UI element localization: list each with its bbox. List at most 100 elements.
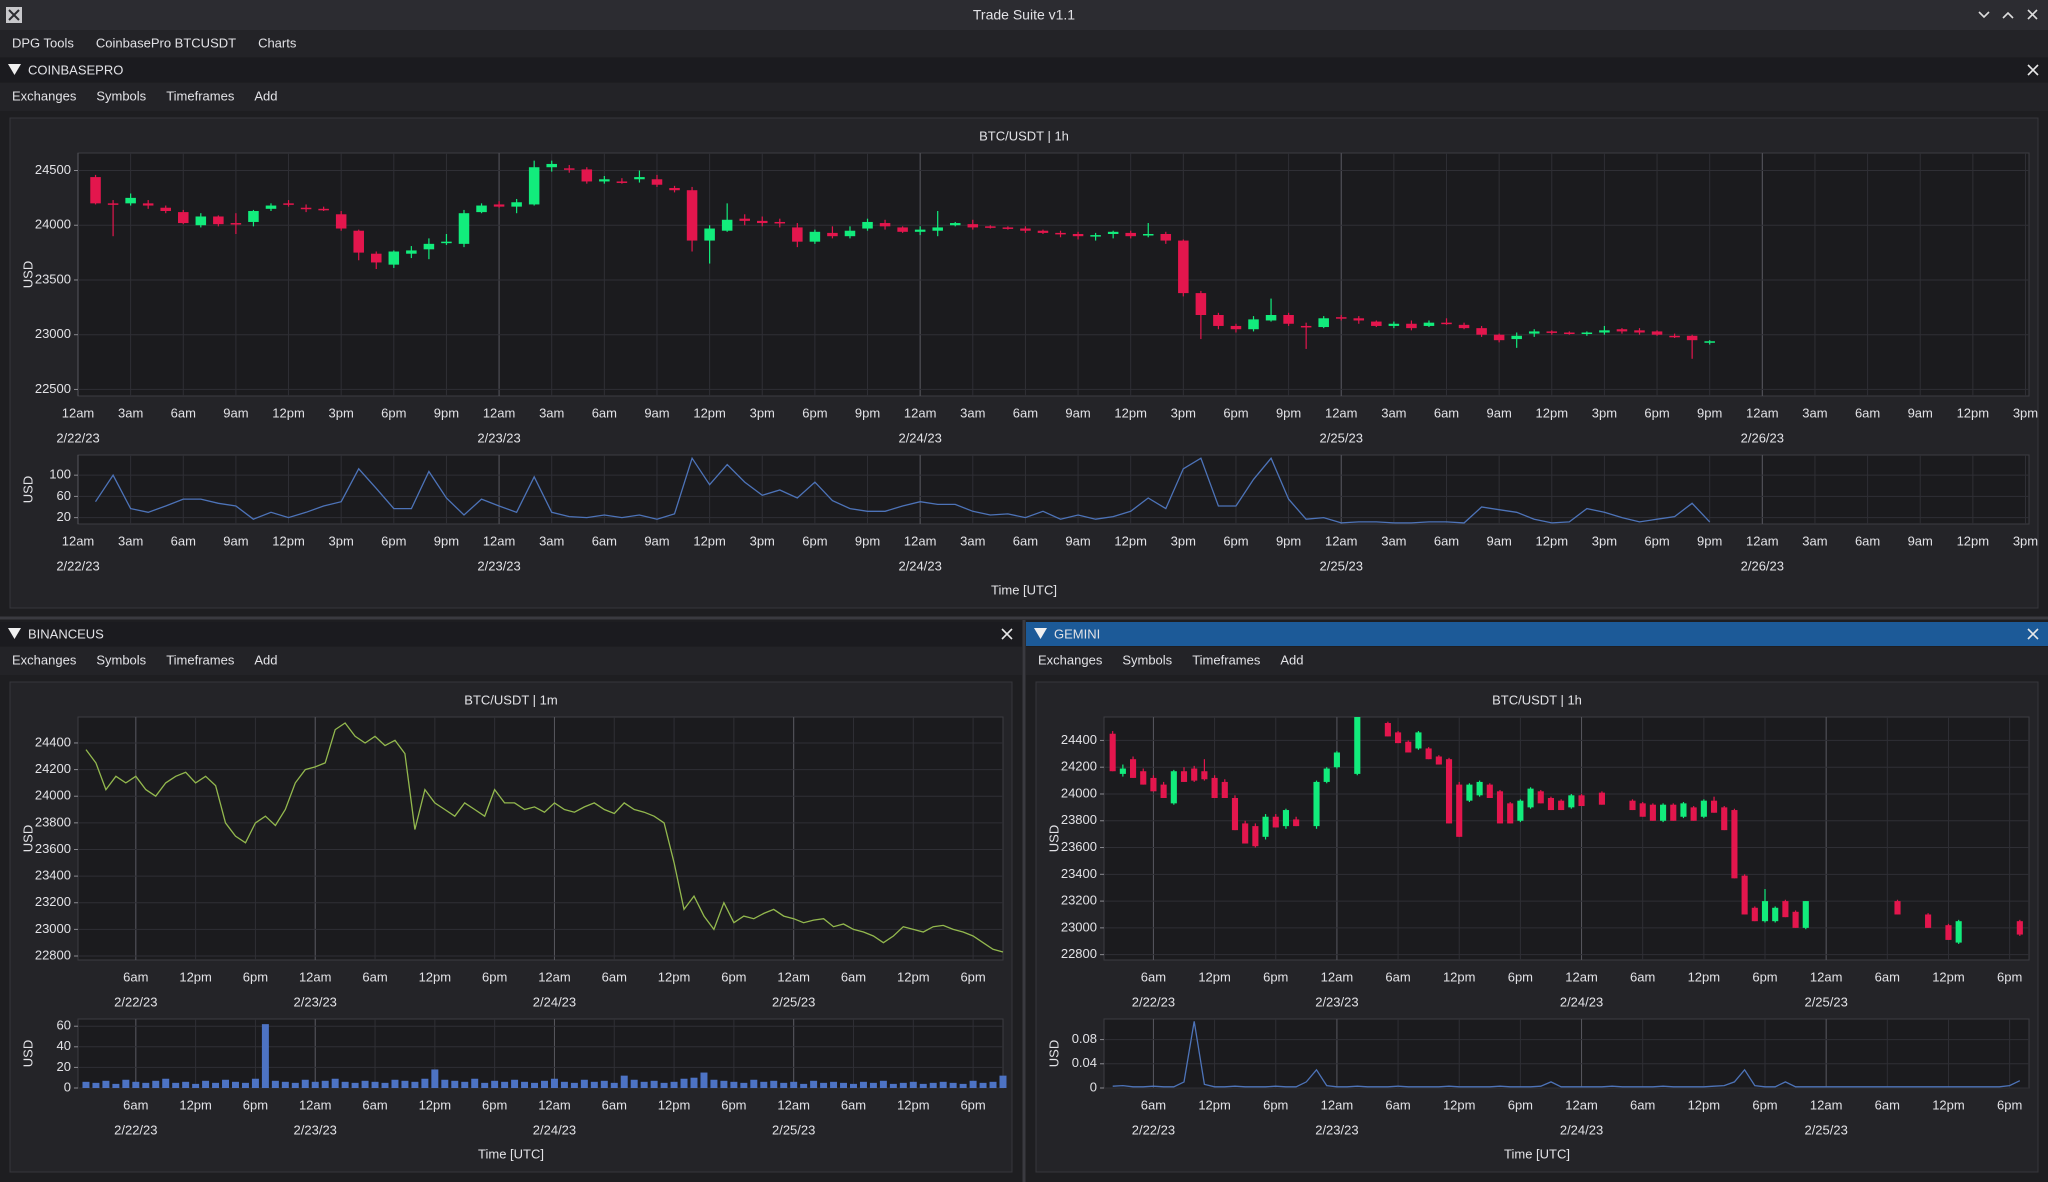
candle-body <box>1415 732 1422 749</box>
x-tick-label: 6am <box>123 1097 148 1112</box>
toolbar-item[interactable]: Timeframes <box>166 652 235 667</box>
candle-body <box>809 231 821 242</box>
x-tick-label: 6pm <box>960 969 985 984</box>
x-tick-label: 12am <box>1321 1097 1354 1112</box>
collapse-toggle[interactable] <box>8 628 21 639</box>
candle-body <box>230 223 242 225</box>
panel-toolbar <box>1026 647 2048 675</box>
x-tick-label: 6pm <box>1508 969 1533 984</box>
toolbar-item[interactable]: Symbols <box>96 88 146 103</box>
candle-body <box>739 218 750 221</box>
x-tick-label: 6pm <box>721 969 746 984</box>
panel-close[interactable] <box>1001 628 1013 640</box>
menu-item[interactable]: Charts <box>258 35 297 50</box>
close-window-button[interactable] <box>2027 9 2038 20</box>
candle-body <box>1020 228 1031 231</box>
y-tick-label: 22500 <box>35 381 71 396</box>
candle-body <box>1293 819 1300 827</box>
y-tick-label: 24000 <box>35 217 71 232</box>
candle-body <box>1055 232 1066 235</box>
panel-close[interactable] <box>2027 628 2039 640</box>
candle-body <box>1670 804 1677 821</box>
menu-item[interactable]: DPG Tools <box>12 35 74 50</box>
candle-body <box>1323 768 1330 782</box>
x-tick-label: 6am <box>1141 1097 1166 1112</box>
toolbar-item[interactable]: Symbols <box>1122 652 1172 667</box>
volume-bar <box>172 1082 180 1088</box>
volume-bar <box>311 1081 319 1088</box>
toolbar-item[interactable]: Timeframes <box>1192 652 1261 667</box>
candle-body <box>160 207 171 212</box>
x-tick-label: 6pm <box>243 1097 268 1112</box>
y-tick-label: 24400 <box>1061 732 1097 747</box>
candle-body <box>1629 800 1636 811</box>
x-tick-label: 12pm <box>658 1097 691 1112</box>
volume-bar <box>491 1080 499 1088</box>
toolbar-item[interactable]: Exchanges <box>1038 652 1103 667</box>
x-tick-label: 3am <box>539 533 564 548</box>
x-tick-label: 3pm <box>1171 533 1196 548</box>
x-tick-label: 6pm <box>1223 533 1248 548</box>
toolbar-item[interactable]: Exchanges <box>12 652 77 667</box>
candle-body <box>1599 330 1610 333</box>
x-tick-label: 12pm <box>658 969 691 984</box>
volume-bar <box>202 1080 210 1088</box>
panel-header <box>0 622 1022 646</box>
candle-body <box>985 226 996 228</box>
candle-body <box>1037 230 1049 233</box>
menu-item[interactable]: CoinbasePro BTCUSDT <box>96 35 236 50</box>
candle-body <box>1265 315 1277 321</box>
y-tick-label: 40 <box>57 1038 71 1053</box>
candle-body <box>1333 752 1340 768</box>
toolbar-item[interactable]: Exchanges <box>12 88 77 103</box>
y-tick-label: 24400 <box>35 734 71 749</box>
volume-bar <box>142 1082 150 1088</box>
candle-body <box>388 251 400 265</box>
volume-bar <box>331 1078 339 1088</box>
x-tick-label: 12pm <box>1443 969 1476 984</box>
y-tick-label: 23000 <box>1061 919 1097 934</box>
x-date-label: 2/24/23 <box>533 1122 576 1137</box>
y-tick-label: 0 <box>64 1079 71 1094</box>
x-date-label: 2/22/23 <box>114 1122 157 1137</box>
maximize-button[interactable] <box>2002 11 2014 19</box>
volume-bar <box>859 1081 867 1088</box>
toolbar-item[interactable]: Symbols <box>96 652 146 667</box>
menu-bar <box>0 30 2048 57</box>
toolbar-item[interactable]: Timeframes <box>166 88 235 103</box>
toolbar-item[interactable]: Add <box>254 88 277 103</box>
x-tick-label: 3am <box>539 405 564 420</box>
toolbar-item[interactable]: Add <box>254 652 277 667</box>
title-bar <box>0 0 2048 30</box>
panel-close[interactable] <box>2027 64 2039 76</box>
candle-body <box>1558 800 1565 811</box>
candle-body <box>1634 330 1645 333</box>
minimize-button[interactable] <box>1978 11 1990 19</box>
candle-body <box>1353 318 1365 321</box>
volume-bar <box>949 1082 957 1088</box>
x-tick-label: 9pm <box>855 405 880 420</box>
y-tick-label: 20 <box>57 1059 71 1074</box>
candle-body <box>265 205 277 209</box>
volume-bar <box>959 1083 967 1088</box>
x-tick-label: 6pm <box>1752 969 1777 984</box>
y-axis-label: USD <box>20 1040 35 1067</box>
y-tick-label: 24200 <box>35 761 71 776</box>
x-tick-label: 9pm <box>855 533 880 548</box>
volume-bar <box>610 1082 618 1088</box>
x-tick-label: 12pm <box>272 533 305 548</box>
x-tick-label: 9am <box>644 533 669 548</box>
collapse-toggle[interactable] <box>8 64 21 75</box>
candle-body <box>142 203 154 206</box>
candle-body <box>1792 911 1799 928</box>
volume-bar <box>222 1079 230 1088</box>
collapse-toggle[interactable] <box>1034 628 1047 639</box>
candle-body <box>651 179 663 185</box>
toolbar-item[interactable]: Add <box>1280 652 1303 667</box>
x-tick-label: 6am <box>602 969 627 984</box>
y-tick-label: 23600 <box>35 841 71 856</box>
x-tick-label: 3am <box>1381 405 1406 420</box>
volume-bar <box>511 1079 519 1088</box>
candle-body <box>1731 810 1738 879</box>
